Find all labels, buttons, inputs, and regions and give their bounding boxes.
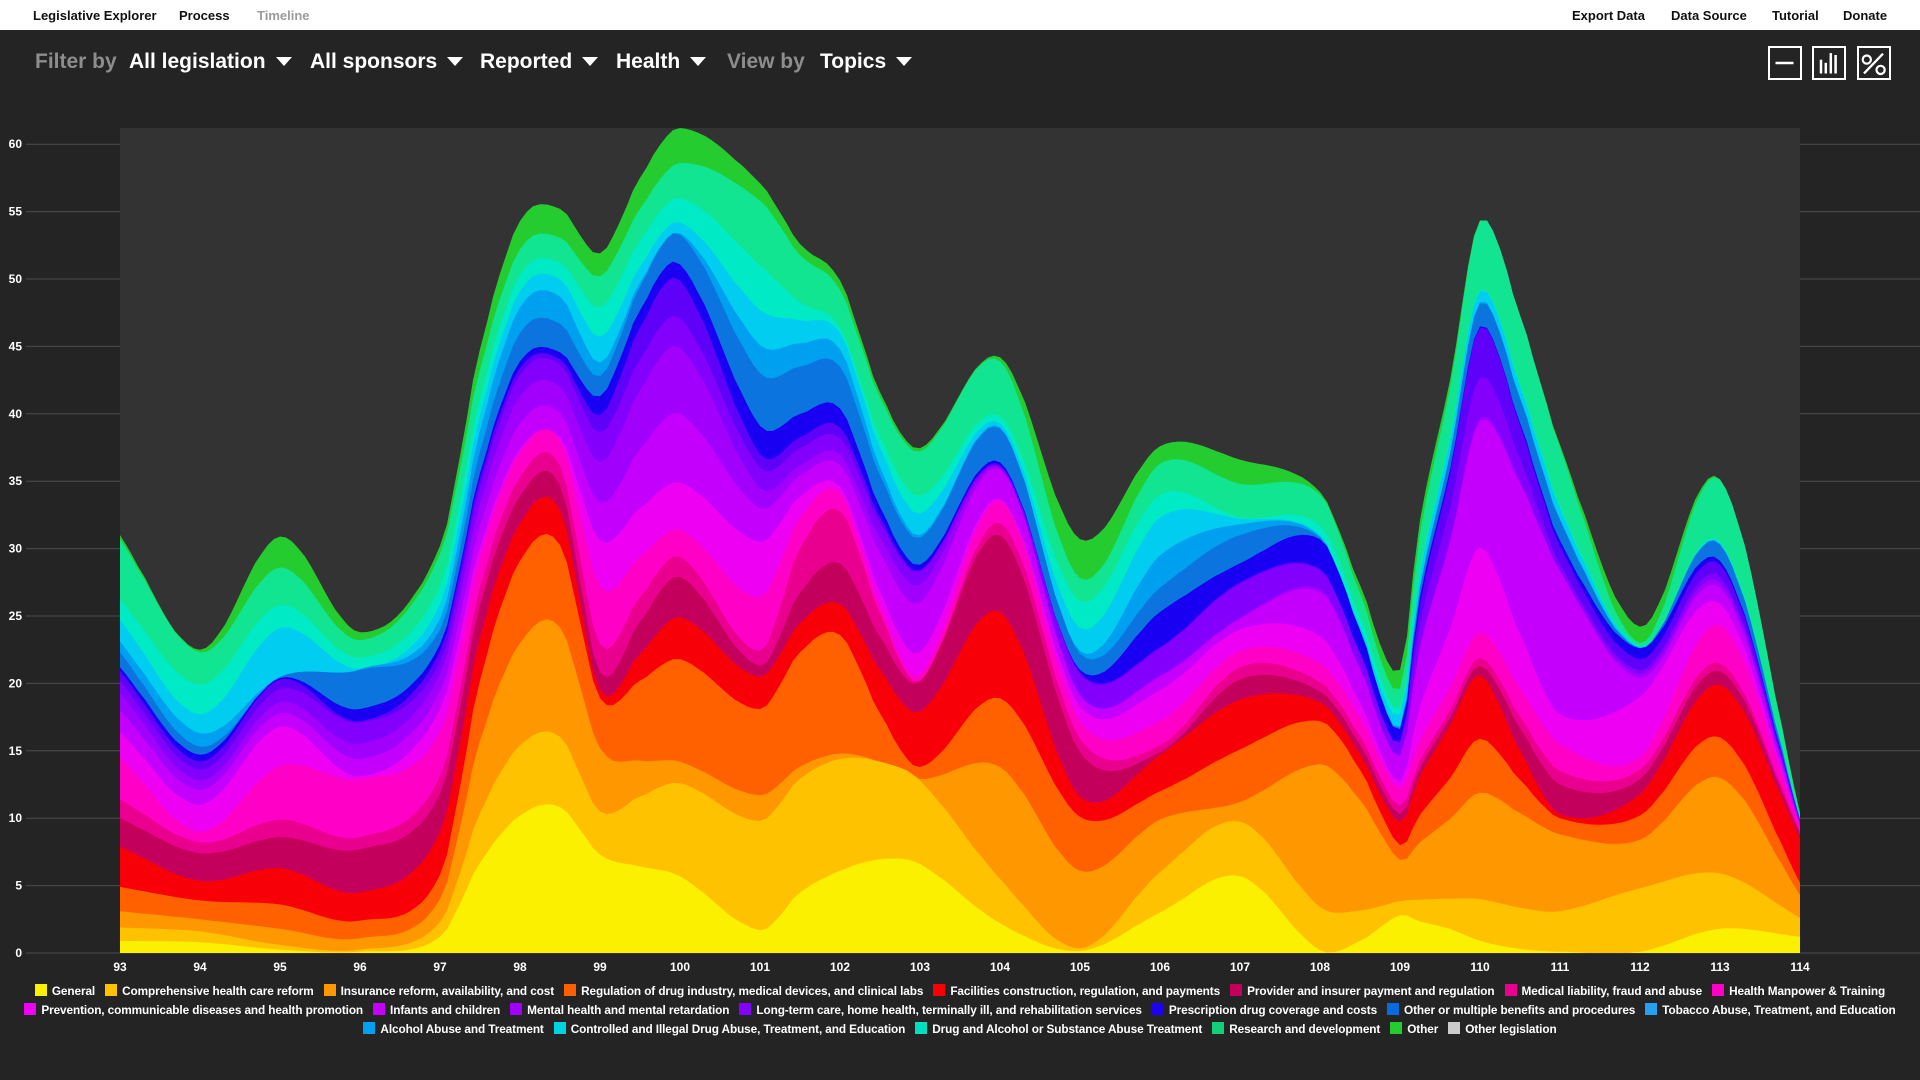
svg-text:40: 40 [9, 407, 23, 421]
svg-text:106: 106 [1150, 960, 1170, 974]
svg-text:99: 99 [593, 960, 607, 974]
svg-text:107: 107 [1230, 960, 1250, 974]
svg-text:108: 108 [1310, 960, 1330, 974]
svg-text:105: 105 [1070, 960, 1090, 974]
svg-text:100: 100 [670, 960, 690, 974]
svg-text:60: 60 [9, 137, 23, 151]
svg-text:45: 45 [9, 339, 23, 353]
svg-text:113: 113 [1710, 960, 1730, 974]
svg-text:101: 101 [750, 960, 770, 974]
svg-text:109: 109 [1390, 960, 1410, 974]
svg-text:5: 5 [15, 879, 22, 893]
svg-text:114: 114 [1790, 960, 1810, 974]
svg-text:10: 10 [9, 811, 23, 825]
svg-text:104: 104 [990, 960, 1010, 974]
svg-text:93: 93 [113, 960, 127, 974]
svg-text:94: 94 [193, 960, 207, 974]
svg-text:96: 96 [353, 960, 367, 974]
svg-text:0: 0 [15, 946, 22, 960]
svg-text:110: 110 [1470, 960, 1490, 974]
svg-text:50: 50 [9, 272, 23, 286]
svg-text:55: 55 [9, 205, 23, 219]
svg-text:20: 20 [9, 676, 23, 690]
svg-text:35: 35 [9, 474, 23, 488]
svg-text:95: 95 [273, 960, 287, 974]
svg-text:15: 15 [9, 744, 23, 758]
svg-text:112: 112 [1630, 960, 1650, 974]
svg-text:98: 98 [513, 960, 527, 974]
svg-text:111: 111 [1551, 960, 1570, 974]
svg-text:25: 25 [9, 609, 23, 623]
svg-text:102: 102 [830, 960, 850, 974]
svg-text:103: 103 [910, 960, 930, 974]
svg-text:97: 97 [433, 960, 447, 974]
svg-text:30: 30 [9, 542, 23, 556]
